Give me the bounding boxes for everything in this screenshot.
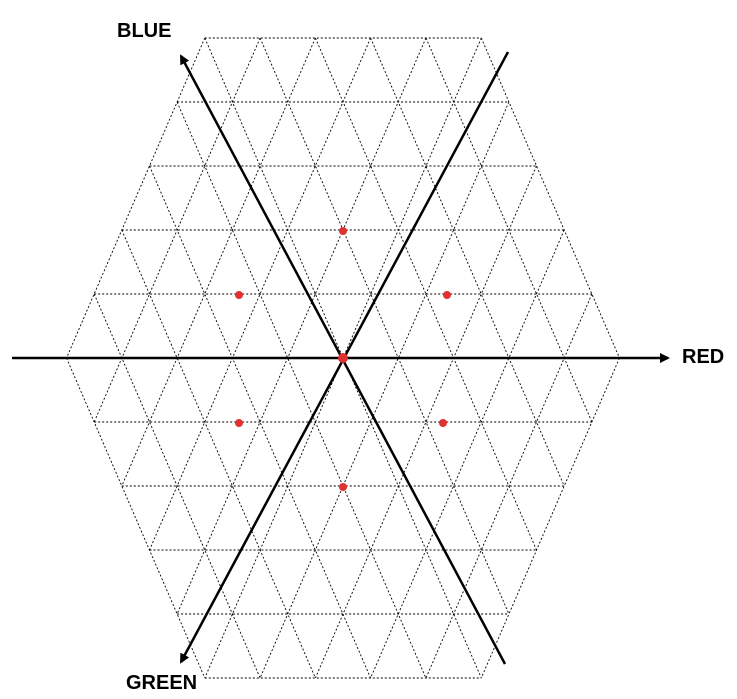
lattice-point [235,419,243,427]
grid-line-slant-right [149,165,372,679]
lattice-point [339,483,347,491]
grid-line-slant-right [66,357,206,679]
grid-line-slant-left [480,357,620,679]
grid-line-slant-right [121,229,316,679]
triangular-grid [66,37,620,679]
grid-line-slant-right [370,37,565,487]
grid-line-slant-left [259,101,510,679]
blue-axis-label: BLUE [117,20,171,42]
lattice-point [443,291,451,299]
lattice-points [235,227,451,491]
grid-line-slant-right [480,37,620,359]
grid-line-slant-left [370,229,565,679]
lattice-point [338,353,348,363]
grid-line-slant-left [314,165,537,679]
green-axis-label: GREEN [126,672,197,694]
grid-line-slant-right [259,37,510,615]
grid-line-slant-left [121,37,316,487]
grid-line-slant-right [314,37,537,551]
grid-line-slant-left [66,37,206,359]
lattice-point [439,419,447,427]
grid-line-slant-left [176,37,427,615]
lattice-point [235,291,243,299]
red-axis-label: RED [682,346,724,368]
lattice-point [339,227,347,235]
grid-line-slant-right [176,101,427,679]
grid-line-slant-left [149,37,372,551]
